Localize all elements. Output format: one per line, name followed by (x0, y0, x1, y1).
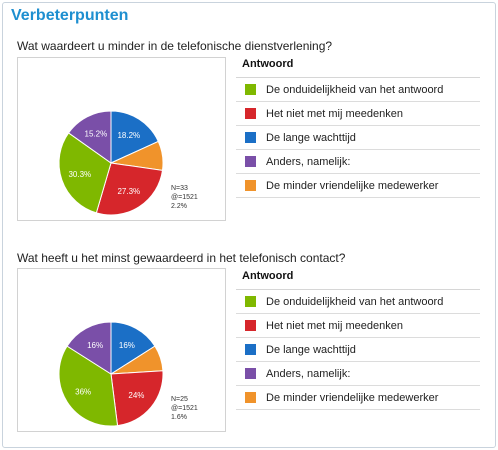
legend-header: Antwoord (236, 265, 480, 290)
pie-slice (67, 110, 112, 164)
legend-label: Het niet met mij meedenken (266, 319, 403, 332)
pie-slice (58, 132, 112, 214)
pie-chart-2-svg: 16% 24% 36% 16% N=25 @=1521 1.6% (58, 321, 198, 427)
legend-swatch (245, 368, 256, 379)
legend-label: Het niet met mij meedenken (266, 107, 403, 120)
legend-header: Antwoord (236, 53, 480, 78)
question-2: Wat heeft u het minst gewaardeerd in het… (17, 251, 346, 265)
pie-chart-1: 18.2% 27.3% 30.3% 15.2% N=33 @=1521 2.2% (17, 57, 226, 221)
legend-item: De onduidelijkheid van het antwoord (236, 78, 480, 102)
pie-slice (110, 321, 156, 375)
legend-swatch (245, 84, 256, 95)
slice-label: 27.3% (117, 187, 140, 196)
legend-label: Anders, namelijk: (266, 155, 351, 168)
page-title: Verbeterpunten (11, 7, 129, 24)
legend-1: Antwoord De onduidelijkheid van het antw… (236, 53, 480, 198)
legend-2: Antwoord De onduidelijkheid van het antw… (236, 265, 480, 410)
legend-item: Anders, namelijk: (236, 362, 480, 386)
slice-label: 16% (119, 341, 135, 350)
legend-swatch (245, 180, 256, 191)
chart-note-line: N=25 (171, 396, 188, 403)
legend-label: De onduidelijkheid van het antwoord (266, 295, 444, 308)
slice-label: 30.3% (68, 170, 91, 179)
legend-item: De lange wachttijd (236, 338, 480, 362)
chart-note-line: 1.6% (171, 414, 187, 421)
slice-label: 16% (87, 341, 103, 350)
slice-label: 15.2% (85, 130, 108, 139)
pie-slice (58, 345, 119, 427)
legend-swatch (245, 296, 256, 307)
chart-note-line: @=1521 (171, 405, 198, 412)
pie-slice (110, 110, 159, 164)
legend-label: Anders, namelijk: (266, 367, 351, 380)
legend-swatch (245, 392, 256, 403)
pie-chart-2: 16% 24% 36% 16% N=25 @=1521 1.6% (17, 268, 226, 432)
legend-item: Het niet met mij meedenken (236, 314, 480, 338)
legend-item: De onduidelijkheid van het antwoord (236, 290, 480, 314)
legend-item: Anders, namelijk: (236, 150, 480, 174)
legend-item: Het niet met mij meedenken (236, 102, 480, 126)
legend-swatch (245, 320, 256, 331)
pie-slice (95, 162, 164, 216)
chart-note-line: @=1521 (171, 194, 198, 201)
legend-item: De lange wachttijd (236, 126, 480, 150)
slice-label: 24% (128, 391, 144, 400)
chart-note-line: 2.2% (171, 203, 187, 210)
question-1: Wat waardeert u minder in de telefonisch… (17, 39, 333, 53)
legend-label: De minder vriendelijke medewerker (266, 391, 439, 404)
legend-swatch (245, 344, 256, 355)
pie-slice (110, 370, 164, 427)
legend-label: De lange wachttijd (266, 343, 356, 356)
legend-label: De minder vriendelijke medewerker (266, 179, 439, 192)
legend-item: De minder vriendelijke medewerker (236, 174, 480, 198)
pie-chart-1-svg: 18.2% 27.3% 30.3% 15.2% N=33 @=1521 2.2% (58, 110, 198, 216)
slice-label: 18.2% (117, 131, 140, 140)
legend-label: De lange wachttijd (266, 131, 356, 144)
chart-note-line: N=33 (171, 185, 188, 192)
legend-swatch (245, 108, 256, 119)
slice-label: 36% (75, 388, 91, 397)
legend-swatch (245, 156, 256, 167)
legend-swatch (245, 132, 256, 143)
legend-item: De minder vriendelijke medewerker (236, 386, 480, 410)
pie-slice (66, 321, 112, 375)
legend-label: De onduidelijkheid van het antwoord (266, 83, 444, 96)
